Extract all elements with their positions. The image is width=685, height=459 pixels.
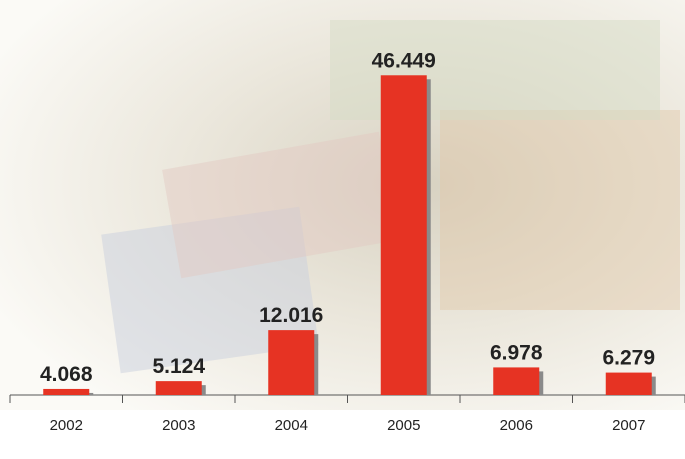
value-label: 46.449 (372, 49, 436, 72)
value-label: 6.279 (602, 347, 655, 370)
banknote (101, 206, 319, 374)
bar (380, 75, 427, 396)
bar (605, 372, 652, 395)
x-tick-label: 2002 (50, 417, 83, 434)
x-tick-label: 2007 (612, 417, 645, 434)
bar (43, 388, 90, 395)
banknote (162, 131, 398, 279)
x-tick-label: 2005 (387, 417, 420, 434)
bar (155, 381, 202, 395)
x-tick-label: 2003 (162, 417, 195, 434)
value-label: 5.124 (152, 355, 205, 378)
bar (493, 367, 540, 395)
x-tick-label: 2006 (500, 417, 533, 434)
x-tick-label: 2004 (275, 417, 308, 434)
banknote (440, 110, 680, 310)
value-label: 4.068 (40, 363, 93, 386)
value-label: 6.978 (490, 341, 543, 364)
bar (268, 330, 315, 395)
value-label: 12.016 (259, 304, 323, 327)
